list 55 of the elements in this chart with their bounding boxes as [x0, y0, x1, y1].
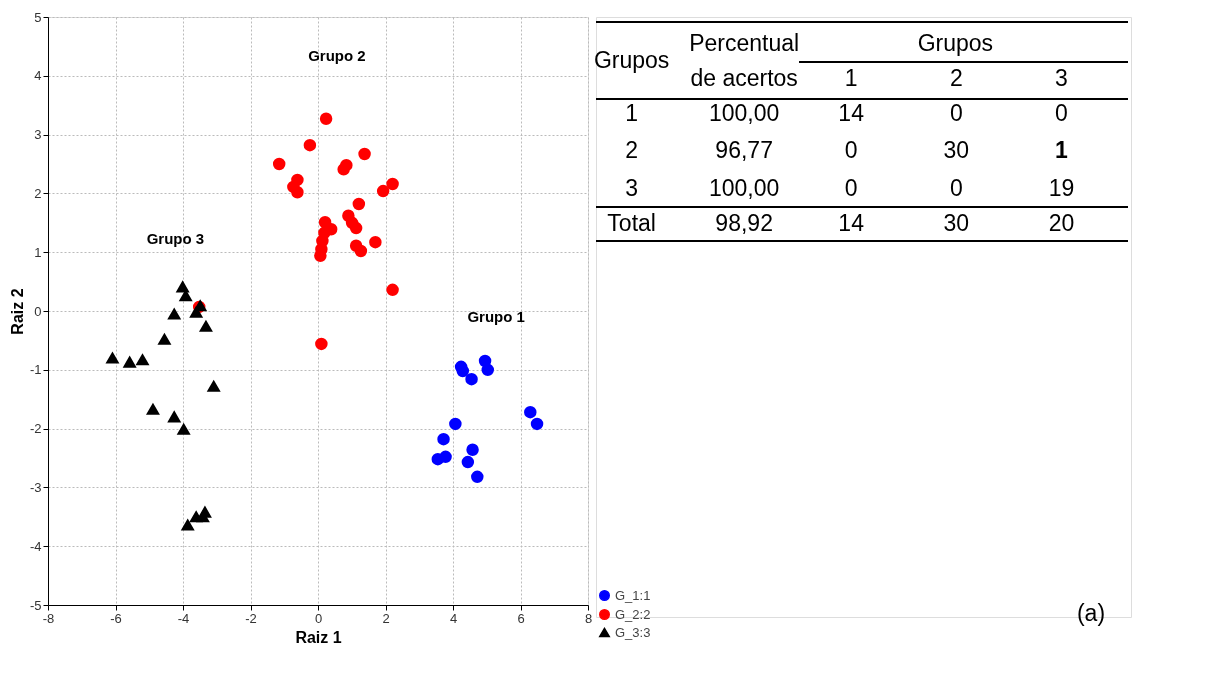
x-tick-label: -6 — [110, 610, 122, 626]
text: 20 — [1048, 210, 1075, 236]
annotation: Grupo 2 — [308, 46, 366, 64]
text: 30 — [943, 210, 970, 236]
text: 0 — [949, 100, 963, 126]
legend-label: G_2:2 — [615, 606, 651, 622]
text: 0 — [1055, 100, 1068, 126]
y-tick-label: 0 — [34, 303, 42, 319]
text: 14 — [838, 100, 865, 126]
y-tick-label: -3 — [29, 479, 42, 495]
y-tick-label: 1 — [34, 244, 42, 260]
y-tick-label: 2 — [34, 185, 42, 201]
text: 3 — [625, 175, 639, 201]
y-tick-label: -4 — [29, 538, 42, 554]
legend-label: G_3:3 — [615, 624, 651, 640]
y-axis-title: Raiz 2 — [8, 288, 26, 335]
y-tick-label: 5 — [34, 9, 42, 25]
text: Percentual de acertos — [689, 30, 800, 91]
annotation: Grupo 1 — [467, 307, 525, 325]
text: Grupos — [593, 47, 670, 73]
text: 2 — [949, 65, 963, 91]
x-tick-label: 4 — [449, 610, 458, 626]
text: (a) — [1076, 600, 1106, 626]
x-tick-label: 0 — [314, 610, 323, 626]
text: 3 — [1055, 65, 1068, 91]
text: Grupos — [917, 30, 994, 56]
text: Total — [607, 210, 656, 236]
x-tick-label: -2 — [245, 610, 257, 626]
x-tick-label: 8 — [584, 610, 593, 626]
x-tick-label: 2 — [382, 610, 390, 626]
text: 0 — [844, 175, 858, 201]
text: 96,77 — [715, 137, 773, 163]
text: 98,92 — [715, 210, 773, 236]
y-tick-label: 3 — [34, 127, 42, 143]
text: 100,00 — [708, 175, 780, 201]
annotation: Grupo 3 — [146, 230, 205, 248]
text: 1 — [1055, 137, 1069, 163]
y-tick-label: -2 — [29, 421, 42, 437]
x-tick-label: -8 — [42, 610, 55, 626]
text: 0 — [844, 137, 858, 163]
legend-label: G_1:1 — [615, 587, 651, 603]
y-tick-label: 4 — [34, 68, 42, 84]
text: 30 — [943, 137, 970, 163]
y-tick-label: -1 — [29, 362, 42, 378]
x-tick-label: 6 — [517, 610, 525, 626]
text: 1 — [625, 100, 639, 126]
text: 2 — [625, 137, 639, 163]
text: 100,00 — [708, 100, 780, 126]
text: 0 — [949, 175, 963, 201]
y-tick-label: -5 — [29, 597, 42, 613]
x-axis-title: Raiz 1 — [295, 628, 342, 646]
text: 14 — [838, 210, 865, 236]
text: 1 — [844, 65, 858, 91]
x-tick-label: -4 — [177, 610, 190, 626]
text: 19 — [1048, 175, 1075, 201]
